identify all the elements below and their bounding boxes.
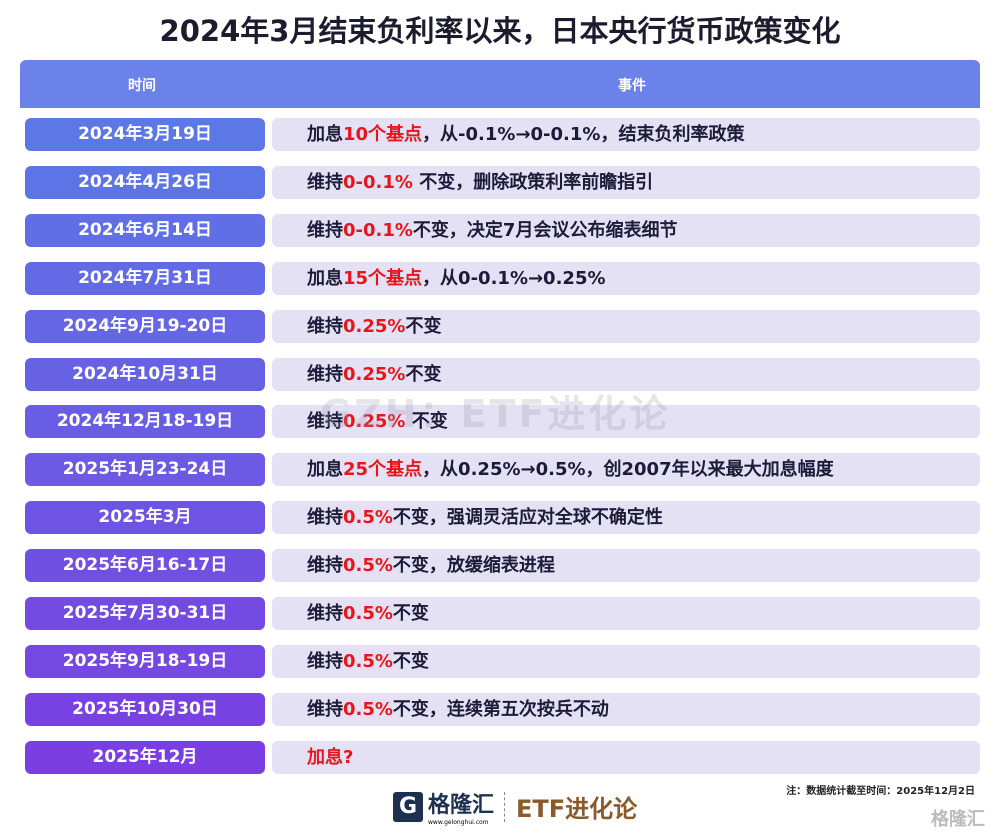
- event-post: 不变: [392, 603, 429, 624]
- row-event: 加息?: [272, 740, 980, 774]
- event-post: ，从-0.1%→0-0.1%，结束负利率政策: [422, 124, 745, 145]
- logo-name: 格隆汇: [428, 793, 495, 818]
- event-pre: 维持: [307, 171, 343, 193]
- event-post: 不变，连续第五次按兵不动: [392, 698, 609, 720]
- brand-logo: G 格隆汇 www.gelonghui.com ETF进化论: [393, 787, 637, 826]
- event-red: 15个基点: [343, 267, 423, 289]
- event-post: 不变，放缓缩表进程: [392, 555, 555, 577]
- row-event: 加息25个基点，从0.25%→0.5%，创2007年以来最大加息幅度: [272, 453, 980, 487]
- watermark: GZH：ETF进化论: [320, 392, 671, 436]
- event-pre: 维持: [307, 411, 343, 433]
- table-row: 2024年12月18-19日 维持0.25% 不变: [25, 405, 980, 439]
- event-post: 不变: [392, 650, 429, 672]
- event-red: 0.25%: [343, 363, 406, 385]
- event-pre: 维持: [307, 603, 343, 624]
- row-event: 加息10个基点，从-0.1%→0-0.1%，结束负利率政策: [272, 118, 980, 151]
- event-post: 不变，决定7月会议公布缩表细节: [412, 219, 678, 241]
- table-row: 2024年6月14日 维持0-0.1%不变，决定7月会议公布缩表细节: [25, 213, 980, 247]
- table-row: 2024年4月26日 维持0-0.1% 不变，删除政策利率前瞻指引: [25, 165, 980, 199]
- row-date: 2025年6月16-17日: [25, 549, 265, 583]
- row-date: 2025年10月30日: [25, 692, 265, 726]
- row-date: 2025年12月: [25, 740, 265, 774]
- event-post: ，从0-0.1%→0.25%: [422, 267, 606, 289]
- event-red: 0.5%: [343, 603, 393, 624]
- event-post: 不变: [405, 315, 442, 337]
- table-row: 2024年10月31日 维持0.25%不变: [25, 357, 980, 391]
- event-post: 不变: [405, 411, 448, 433]
- event-pre: 维持: [307, 363, 343, 385]
- event-red: 0-0.1%: [343, 171, 413, 193]
- event-red: 25个基点: [343, 459, 423, 481]
- event-red: 0.5%: [343, 507, 393, 529]
- gelonghui-logo-icon: G: [393, 791, 423, 822]
- row-event: 维持0.25%不变: [272, 309, 980, 343]
- row-event: 维持0.5%不变，连续第五次按兵不动: [272, 692, 980, 726]
- table-header: 时间 事件: [20, 60, 980, 108]
- row-date: 2024年7月31日: [25, 261, 265, 295]
- event-pre: 加息: [307, 124, 343, 145]
- event-post: 不变: [405, 363, 442, 385]
- event-red: 0.5%: [343, 555, 393, 577]
- event-pre: 维持: [307, 219, 343, 241]
- event-post: 不变，强调灵活应对全球不确定性: [392, 507, 663, 529]
- table-row: 2025年6月16-17日 维持0.5%不变，放缓缩表进程: [25, 549, 980, 583]
- table-row: 2024年7月31日 加息15个基点，从0-0.1%→0.25%: [25, 261, 980, 295]
- table-row: 2025年9月18-19日 维持0.5%不变: [25, 644, 980, 678]
- event-pre: 维持: [307, 555, 343, 577]
- table-row: 2024年3月19日 加息10个基点，从-0.1%→0-0.1%，结束负利率政策: [25, 118, 980, 151]
- row-date: 2025年7月30-31日: [25, 597, 265, 630]
- table-row: 2025年7月30-31日 维持0.5%不变: [25, 597, 980, 630]
- event-post: 不变，删除政策利率前瞻指引: [412, 171, 654, 193]
- event-red: 0.25%: [343, 315, 406, 337]
- row-date: 2024年6月14日: [25, 213, 265, 247]
- row-date: 2025年9月18-19日: [25, 644, 265, 678]
- divider: [504, 791, 506, 822]
- row-date: 2025年3月: [25, 501, 265, 535]
- row-date: 2024年4月26日: [25, 165, 265, 199]
- brand-name: ETF进化论: [516, 795, 638, 823]
- header-time: 时间: [128, 78, 156, 94]
- table-row: 2024年9月19-20日 维持0.25%不变: [25, 309, 980, 343]
- row-date: 2024年3月19日: [25, 118, 265, 151]
- page-title: 2024年3月结束负利率以来，日本央行货币政策变化: [159, 14, 841, 48]
- event-post: ，从0.25%→0.5%，创2007年以来最大加息幅度: [422, 459, 834, 481]
- row-event: 维持0-0.1%不变，决定7月会议公布缩表细节: [272, 213, 980, 247]
- event-red: 0.5%: [343, 650, 393, 672]
- row-event: 加息15个基点，从0-0.1%→0.25%: [272, 261, 980, 295]
- row-event: 维持0.25% 不变: [272, 405, 980, 439]
- event-red: 0-0.1%: [343, 219, 413, 241]
- footnote: 注：数据统计截至时间：2025年12月2日: [786, 786, 975, 797]
- table-row: 2025年1月23-24日 加息25个基点，从0.25%→0.5%，创2007年以…: [25, 453, 980, 487]
- event-red: 加息?: [307, 746, 354, 768]
- event-red: 10个基点: [343, 124, 423, 145]
- event-pre: 维持: [307, 315, 343, 337]
- event-pre: 维持: [307, 698, 343, 720]
- table-row: 2025年10月30日 维持0.5%不变，连续第五次按兵不动: [25, 692, 980, 726]
- row-event: 维持0.25%不变: [272, 357, 980, 391]
- event-pre: 维持: [307, 650, 343, 672]
- row-date: 2024年9月19-20日: [25, 309, 265, 343]
- row-date: 2024年12月18-19日: [25, 405, 265, 439]
- table-row: 2025年3月 维持0.5%不变，强调灵活应对全球不确定性: [25, 501, 980, 535]
- corner-watermark: 格隆汇: [931, 809, 985, 830]
- row-event: 维持0.5%不变，强调灵活应对全球不确定性: [272, 501, 980, 535]
- row-event: 维持0.5%不变: [272, 597, 980, 630]
- event-pre: 加息: [307, 267, 343, 289]
- event-red: 0.25%: [343, 411, 406, 433]
- table-row: 2025年12月 加息?: [25, 740, 980, 774]
- logo-site: www.gelonghui.com: [428, 819, 489, 826]
- event-pre: 维持: [307, 507, 343, 529]
- header-event: 事件: [618, 78, 646, 94]
- event-pre: 加息: [307, 459, 343, 481]
- row-event: 维持0-0.1% 不变，删除政策利率前瞻指引: [272, 165, 980, 199]
- row-date: 2025年1月23-24日: [25, 453, 265, 487]
- row-event: 维持0.5%不变，放缓缩表进程: [272, 549, 980, 583]
- event-red: 0.5%: [343, 698, 393, 720]
- row-event: 维持0.5%不变: [272, 644, 980, 678]
- row-date: 2024年10月31日: [25, 357, 265, 391]
